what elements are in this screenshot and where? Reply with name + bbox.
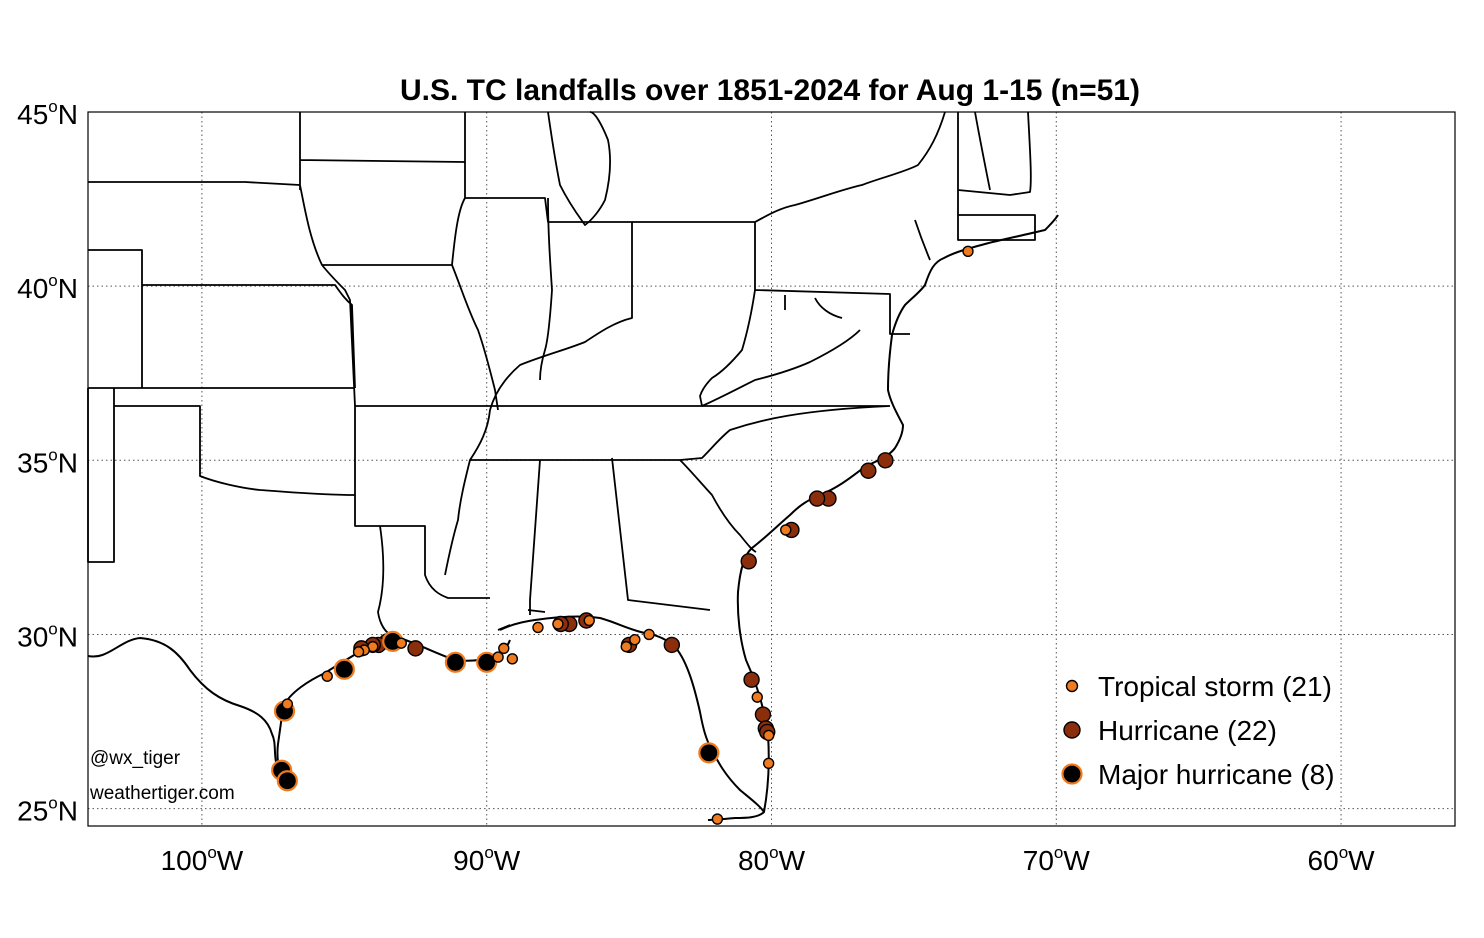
landfall-point-ts <box>583 614 595 627</box>
legend-item-major-hurricane: Major hurricane (8) <box>1061 759 1335 790</box>
landfall-point-hu <box>860 462 877 479</box>
landfall-point-ts <box>762 729 775 742</box>
landfall-point-ts <box>321 670 333 682</box>
landfall-point-ts <box>552 618 564 630</box>
landfall-point-ts <box>780 524 792 536</box>
lon-tick-label: 90oW <box>453 843 521 876</box>
legend-label-major-hurricane: Major hurricane (8) <box>1098 759 1335 790</box>
axis-tick-labels: 100oW 90oW 80oW 70oW 60oW 45oN 40oN 35oN 30oN 25o… <box>17 97 1375 876</box>
map-plot-area <box>87 111 1456 827</box>
lat-tick-label: 40oN <box>17 271 78 304</box>
landfall-point-hu <box>877 452 894 469</box>
lat-tick-label: 30oN <box>17 619 78 652</box>
credit-website: weathertiger.com <box>89 783 235 804</box>
legend-label-hurricane: Hurricane (22) <box>1098 715 1277 746</box>
lat-tick-label: 45oN <box>17 97 78 130</box>
landfall-point-hu <box>743 671 760 688</box>
interior-borders <box>444 162 891 615</box>
legend-marker-hurricane <box>1063 721 1081 739</box>
landfall-point-ts <box>762 757 775 770</box>
landfall-point-ts <box>395 637 407 649</box>
lat-tick-label: 35oN <box>17 445 78 478</box>
landfall-point-hu <box>808 490 826 507</box>
landfall-point-hu <box>754 706 772 723</box>
landfall-point-ts <box>281 698 294 710</box>
lon-tick-label: 70oW <box>1023 843 1091 876</box>
landfall-point-ts <box>498 642 510 655</box>
state-boundaries <box>87 111 1059 821</box>
legend-marker-major-hurricane <box>1061 763 1083 785</box>
landfall-point-mh <box>276 770 298 792</box>
landfall-point-ts <box>962 245 974 258</box>
landfall-point-mh <box>698 742 720 764</box>
landfall-point-ts <box>352 646 365 658</box>
lon-tick-label: 80oW <box>738 843 806 876</box>
landfall-point-ts <box>751 691 763 703</box>
legend-label-tropical-storm: Tropical storm (21) <box>1098 671 1332 702</box>
chart-title: U.S. TC landfalls over 1851-2024 for Aug… <box>400 74 1140 107</box>
lat-tick-label: 25oN <box>17 794 78 827</box>
landfall-point-hu <box>407 640 424 657</box>
lon-tick-label: 60oW <box>1308 843 1376 876</box>
landfall-point-ts <box>711 813 724 825</box>
landfall-points <box>271 245 974 825</box>
map-frame <box>87 111 1456 827</box>
landfall-point-ts <box>643 628 655 641</box>
landfall-point-hu <box>663 636 681 654</box>
landfall-point-ts <box>492 651 504 663</box>
landfall-point-ts <box>620 640 632 653</box>
plains-borders <box>87 112 490 637</box>
legend-item-tropical-storm: Tropical storm (21) <box>1065 671 1332 702</box>
northeast-borders <box>547 111 1036 407</box>
landfall-point-mh <box>333 658 355 680</box>
legend-marker-tropical-storm <box>1065 679 1079 693</box>
landfall-point-ts <box>532 621 544 634</box>
lon-tick-label: 100oW <box>161 843 244 876</box>
landfall-point-mh <box>444 651 466 673</box>
landfall-point-ts <box>506 653 519 665</box>
credit-handle: @wx_tiger <box>90 748 181 769</box>
legend: Tropical storm (21) Hurricane (22) Major… <box>1061 671 1335 790</box>
legend-item-hurricane: Hurricane (22) <box>1063 715 1277 746</box>
landfall-point-ts <box>629 633 641 646</box>
landfall-point-hu <box>740 553 757 570</box>
coastline <box>87 214 1059 821</box>
